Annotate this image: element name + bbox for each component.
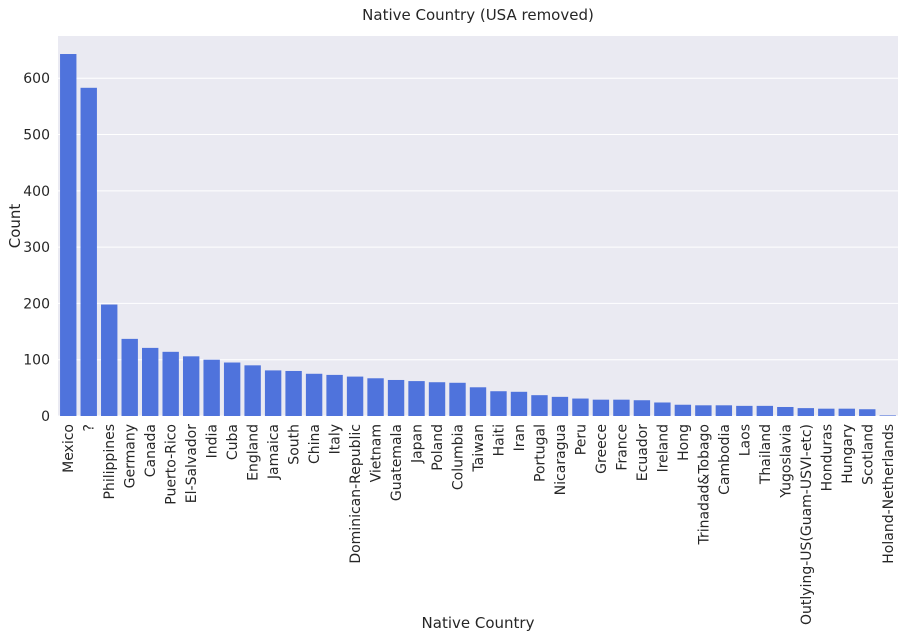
- x-tick-label: Philippines: [102, 424, 118, 499]
- x-tick-label: Scotland: [860, 424, 876, 485]
- x-tick-label: Canada: [143, 424, 159, 477]
- y-tick-label: 300: [23, 240, 50, 256]
- x-tick-label: El-Salvador: [184, 424, 200, 503]
- bar: [428, 382, 446, 416]
- bar: [654, 402, 671, 416]
- x-tick-label: Jamaica: [266, 424, 282, 480]
- x-tick-label: Honduras: [819, 424, 835, 491]
- x-tick-label: Ireland: [655, 424, 671, 472]
- x-tick-label: Guatemala: [389, 424, 405, 501]
- bar: [674, 404, 692, 416]
- bar: [551, 396, 569, 416]
- x-tick-label: Holand-Netherlands: [881, 424, 897, 564]
- bar: [449, 382, 466, 416]
- bar: [572, 398, 589, 416]
- x-tick-label: France: [614, 424, 630, 471]
- x-tick-label: Hong: [676, 424, 692, 461]
- bar: [142, 347, 159, 416]
- x-tick-label: China: [307, 424, 323, 464]
- x-tick-label: Peru: [573, 424, 589, 455]
- x-tick-label: Greece: [594, 424, 610, 474]
- bars: [60, 54, 896, 416]
- x-tick-label: Yugoslavia: [778, 424, 794, 499]
- x-tick-label: Iran: [512, 424, 528, 451]
- bar: [162, 351, 179, 416]
- x-tick-label: Portugal: [532, 424, 548, 482]
- x-tick-label: Cambodia: [717, 424, 733, 495]
- bar: [346, 376, 364, 416]
- bar: [818, 408, 835, 416]
- x-tick-label: ?: [82, 424, 98, 431]
- bar: [80, 87, 97, 416]
- bar: [264, 370, 282, 416]
- bar: [777, 406, 794, 416]
- x-tick-label: Outlying-US(Guam-USVI-etc): [799, 424, 815, 625]
- y-axis-ticks: 0 100 200 300 400 500 600: [23, 71, 50, 425]
- bar: [182, 356, 200, 416]
- y-tick-label: 100: [23, 353, 50, 369]
- y-axis-label: Count: [6, 204, 24, 249]
- bar: [60, 54, 77, 416]
- x-tick-label: Italy: [328, 424, 344, 454]
- x-tick-label: India: [205, 424, 221, 458]
- x-tick-label: Mexico: [61, 424, 77, 473]
- bar: [490, 391, 507, 416]
- x-tick-label: Taiwan: [471, 424, 487, 473]
- bar: [859, 409, 876, 416]
- bar: [715, 405, 733, 416]
- x-tick-label: Thailand: [758, 424, 774, 485]
- x-tick-label: South: [287, 424, 303, 465]
- bar: [203, 359, 220, 416]
- bar: [223, 362, 241, 416]
- x-tick-label: Haiti: [491, 424, 507, 456]
- y-tick-label: 500: [23, 128, 50, 144]
- x-tick-label: Japan: [410, 424, 426, 464]
- x-tick-label: Hungary: [840, 424, 856, 484]
- y-tick-label: 400: [23, 184, 50, 200]
- y-tick-label: 0: [41, 409, 50, 425]
- bar: [613, 399, 630, 416]
- bar: [101, 304, 118, 416]
- x-axis-ticks: Mexico? Philippines Germany Canada Puerto-Ri…: [61, 424, 897, 625]
- x-tick-label: Columbia: [451, 424, 467, 490]
- bar: [797, 408, 814, 416]
- bar: [387, 379, 405, 416]
- bar: [592, 399, 610, 416]
- bar: [756, 405, 774, 416]
- bar: [531, 395, 548, 416]
- bar: [408, 381, 425, 416]
- x-tick-label: Nicaragua: [553, 424, 569, 495]
- x-tick-label: Laos: [737, 424, 753, 456]
- bar: [736, 405, 753, 416]
- bar: [367, 378, 384, 416]
- bar: [879, 415, 896, 416]
- plot-area: [58, 36, 898, 416]
- x-tick-label: Germany: [123, 424, 139, 488]
- bar: [469, 387, 487, 416]
- x-tick-label: Dominican-Republic: [348, 424, 364, 564]
- x-tick-label: Puerto-Rico: [164, 424, 180, 505]
- x-tick-label: Ecuador: [635, 424, 651, 481]
- chart-title: Native Country (USA removed): [362, 6, 594, 24]
- x-tick-label: Cuba: [225, 424, 241, 460]
- bar: [121, 338, 138, 416]
- y-tick-label: 600: [23, 71, 50, 87]
- bar: [838, 408, 855, 416]
- bar: [244, 365, 261, 416]
- bar: [695, 405, 712, 416]
- bar: [305, 373, 323, 416]
- y-tick-label: 200: [23, 296, 50, 312]
- x-tick-label: Vietnam: [369, 424, 385, 482]
- bar: [633, 400, 651, 416]
- bar: [326, 374, 343, 416]
- x-tick-label: Trinadad&Tobago: [696, 424, 712, 546]
- x-tick-label: Poland: [430, 424, 446, 471]
- bar: [510, 391, 528, 416]
- bar: [285, 370, 302, 416]
- x-tick-label: England: [246, 424, 262, 481]
- x-axis-label: Native Country: [422, 614, 535, 632]
